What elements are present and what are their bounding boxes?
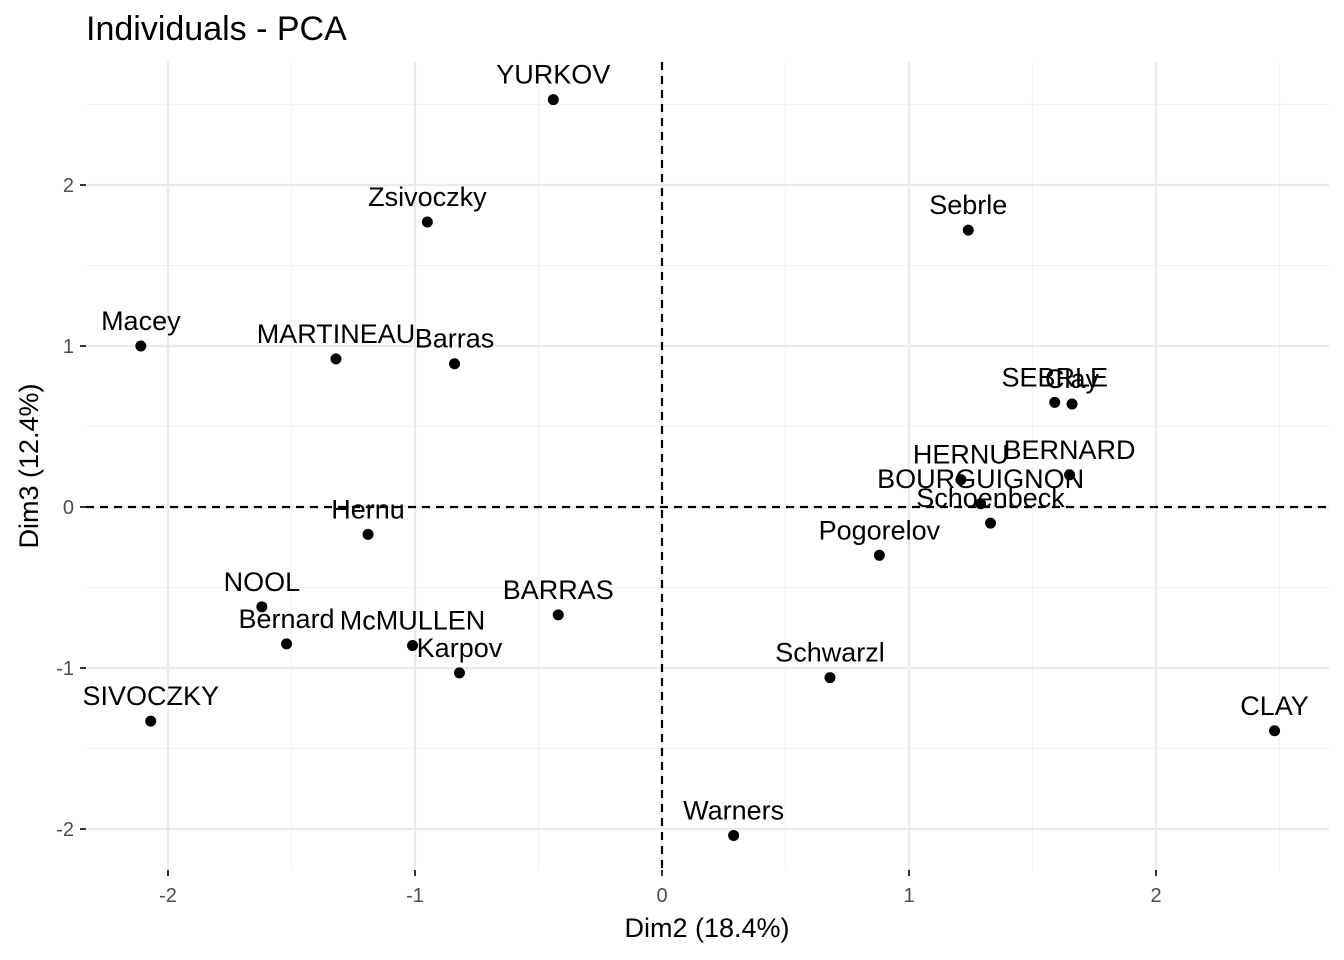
point-label: Barras xyxy=(415,324,495,354)
point-label: Hernu xyxy=(331,494,405,524)
point-label: Warners xyxy=(683,795,784,825)
data-point xyxy=(256,601,268,613)
point-label: Pogorelov xyxy=(819,515,941,545)
data-point xyxy=(985,517,997,529)
data-point xyxy=(824,672,836,684)
data-point xyxy=(1064,469,1076,481)
point-label: Sebrle xyxy=(929,190,1007,220)
point-label: McMULLEN xyxy=(340,605,486,635)
chart-title: Individuals - PCA xyxy=(86,10,347,48)
data-point xyxy=(873,549,885,561)
y-tick-label: 0 xyxy=(63,497,74,519)
point-label: BERNARD xyxy=(1004,435,1136,465)
data-point xyxy=(955,474,967,486)
y-axis-title: Dim3 (12.4%) xyxy=(14,383,44,548)
point-labels: YURKOV Zsivoczky Sebrle Macey MARTINEAU Barra… xyxy=(82,60,1308,826)
point-label: MARTINEAU xyxy=(257,319,416,349)
data-point xyxy=(449,358,461,370)
reference-lines xyxy=(86,62,1329,870)
x-tick-label: -1 xyxy=(406,885,424,907)
y-tick-label: 2 xyxy=(63,175,74,197)
x-tick-label: 2 xyxy=(1150,885,1161,907)
data-point xyxy=(407,639,419,651)
data-point xyxy=(1049,396,1061,408)
data-point xyxy=(281,638,293,650)
y-tick-label: -1 xyxy=(56,658,74,680)
data-point xyxy=(962,224,974,236)
data-point xyxy=(330,353,342,365)
data-point xyxy=(135,340,147,352)
data-point xyxy=(552,609,564,621)
data-point xyxy=(1269,725,1281,737)
point-label: SEBRLE xyxy=(1001,362,1108,392)
data-points xyxy=(135,94,1281,841)
axis-ticks: -2 -1 0 1 2 -2 -1 0 1 2 xyxy=(56,175,1161,907)
x-tick-label: 0 xyxy=(656,885,667,907)
data-point xyxy=(547,94,559,106)
x-axis-title: Dim2 (18.4%) xyxy=(624,913,789,943)
data-point xyxy=(145,715,157,727)
data-point xyxy=(421,216,433,228)
point-label: Schwarzl xyxy=(775,638,885,668)
point-label: Schoenbeck xyxy=(916,483,1065,513)
point-label: SIVOCZKY xyxy=(82,681,219,711)
data-point xyxy=(975,498,987,510)
point-label: Macey xyxy=(101,306,181,336)
y-tick-label: 1 xyxy=(63,336,74,358)
point-label: BARRAS xyxy=(503,575,614,605)
point-label: YURKOV xyxy=(496,60,610,90)
point-label: Karpov xyxy=(417,633,503,663)
data-point xyxy=(1066,398,1078,410)
point-label: Bernard xyxy=(239,604,335,634)
point-label: HERNU xyxy=(913,440,1009,470)
point-label: CLAY xyxy=(1240,691,1309,721)
y-tick-label: -2 xyxy=(56,819,74,841)
point-label: BOURGUIGNON xyxy=(877,464,1084,494)
point-label: NOOL xyxy=(224,567,301,597)
grid-minor xyxy=(86,62,1329,870)
point-label: Zsivoczky xyxy=(368,182,487,212)
x-tick-label: 1 xyxy=(903,885,914,907)
data-point xyxy=(728,829,740,841)
data-point xyxy=(453,667,465,679)
x-tick-label: -2 xyxy=(159,885,177,907)
point-label: Clay xyxy=(1045,364,1100,394)
data-point xyxy=(362,528,374,540)
